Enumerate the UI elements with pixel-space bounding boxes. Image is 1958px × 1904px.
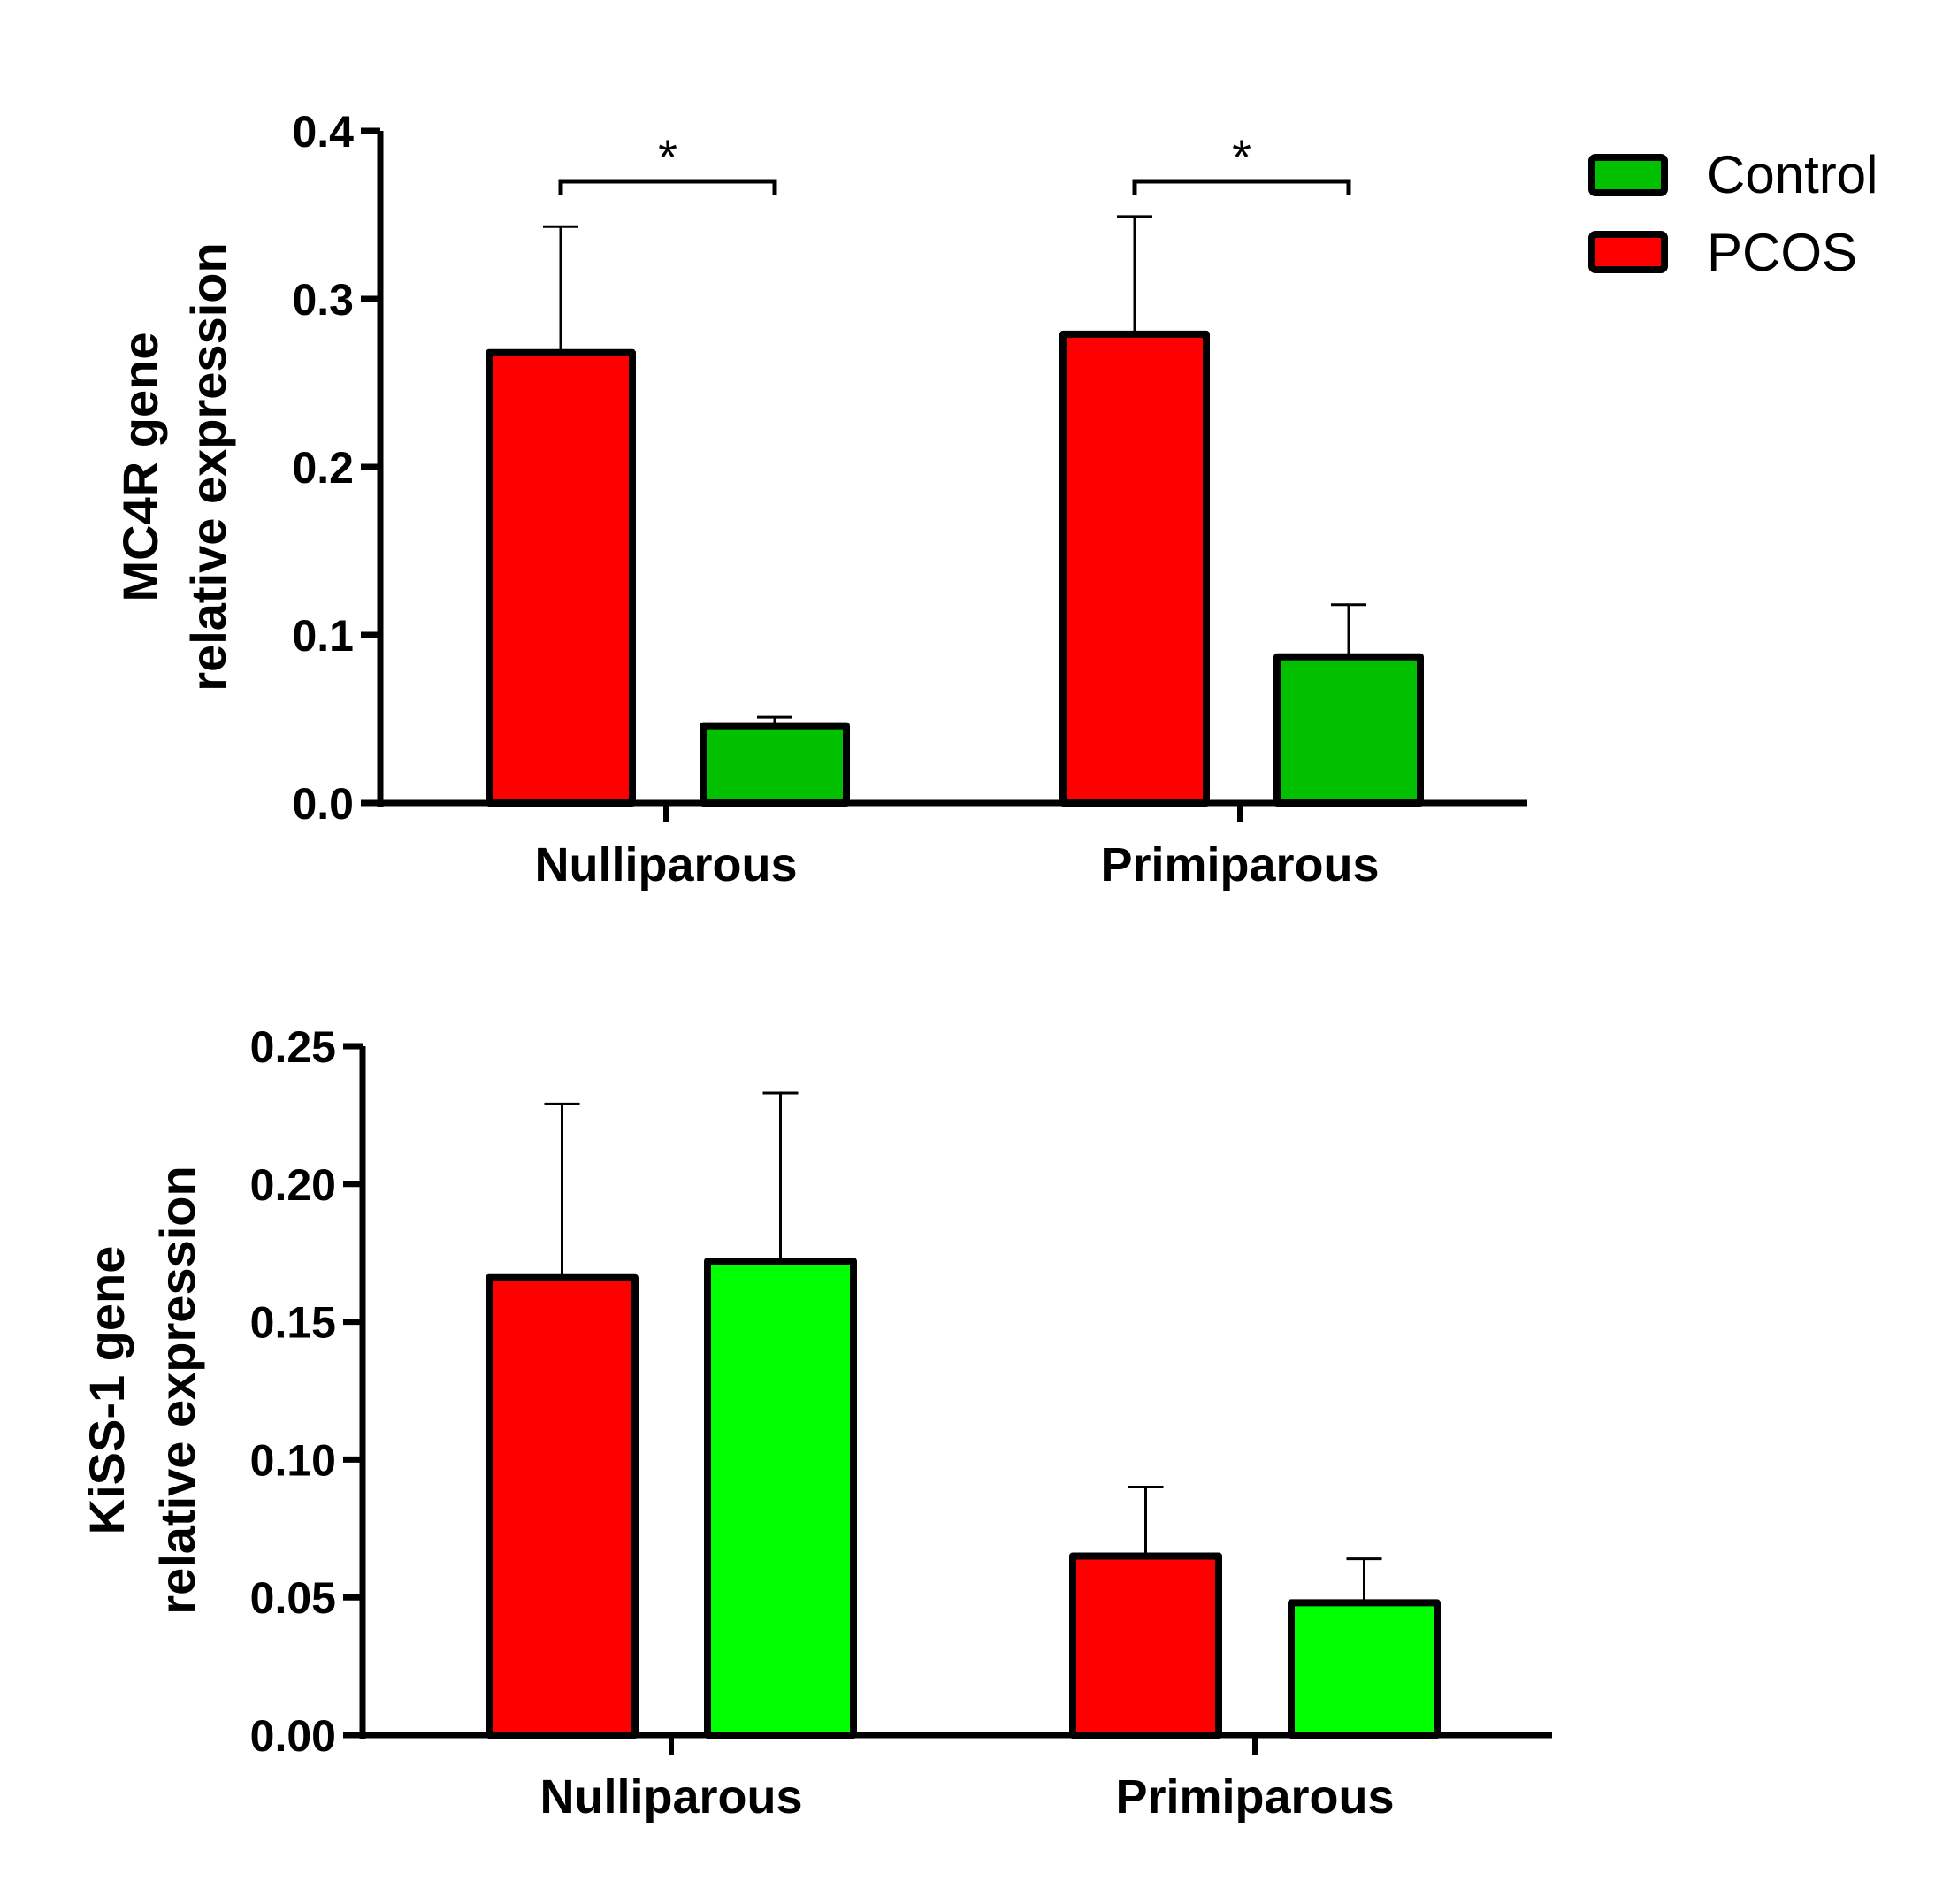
y-tick-label: 0.2	[292, 443, 354, 493]
y-tick-label: 0.3	[292, 275, 354, 325]
bar-pcos-nulliparous	[486, 1273, 639, 1739]
y-axis-title: relative expression	[149, 1166, 205, 1614]
y-tick-label: 0.1	[292, 611, 354, 661]
legend-swatch-pcos	[1588, 231, 1668, 273]
significance-bracket	[558, 179, 777, 195]
legend-label-pcos: PCOS	[1707, 223, 1857, 282]
bar-pcos-primiparous	[1059, 330, 1210, 807]
y-tick-label: 0.20	[250, 1160, 336, 1210]
legend-swatch-control	[1588, 154, 1668, 196]
bar-pcos-primiparous	[1069, 1552, 1222, 1739]
bar-control-nulliparous	[700, 722, 850, 807]
y-tick-label: 0.10	[250, 1435, 336, 1485]
y-tick-label: 0.05	[250, 1573, 336, 1623]
bar-control-nulliparous	[704, 1258, 857, 1739]
y-tick-label: 0.25	[250, 1022, 336, 1072]
y-tick-label: 0.0	[292, 779, 354, 829]
bar-control-primiparous	[1273, 653, 1424, 807]
legend: Control PCOS	[1588, 145, 1878, 282]
mc4r-chart: 0.0 0.1 0.2 0.3 0.4 Nulliparous Primiparous MC4…	[112, 107, 1527, 891]
x-tick-label: Nulliparous	[539, 1770, 802, 1824]
x-tick-label: Nulliparous	[534, 838, 797, 891]
y-tick-label: 0.4	[292, 107, 354, 157]
significance-marker: *	[1232, 129, 1251, 185]
y-axis-title: relative expression	[180, 242, 236, 691]
y-axis-title: MC4R gene	[112, 333, 168, 602]
kiss1-chart: 0.00 0.05 0.10 0.15 0.20 0.25 Nulliparous Primi…	[79, 1022, 1552, 1824]
bar-control-primiparous	[1288, 1599, 1441, 1739]
significance-bracket	[1132, 179, 1351, 195]
y-tick-label: 0.15	[250, 1298, 336, 1348]
x-tick-label: Primiparous	[1115, 1770, 1394, 1824]
legend-label-control: Control	[1707, 145, 1878, 204]
y-axis-title: KiSS-1 gene	[79, 1246, 134, 1535]
significance-marker: *	[658, 129, 677, 185]
y-tick-label: 0.00	[250, 1711, 336, 1761]
bar-pcos-nulliparous	[486, 348, 636, 807]
x-tick-label: Primiparous	[1100, 838, 1379, 891]
